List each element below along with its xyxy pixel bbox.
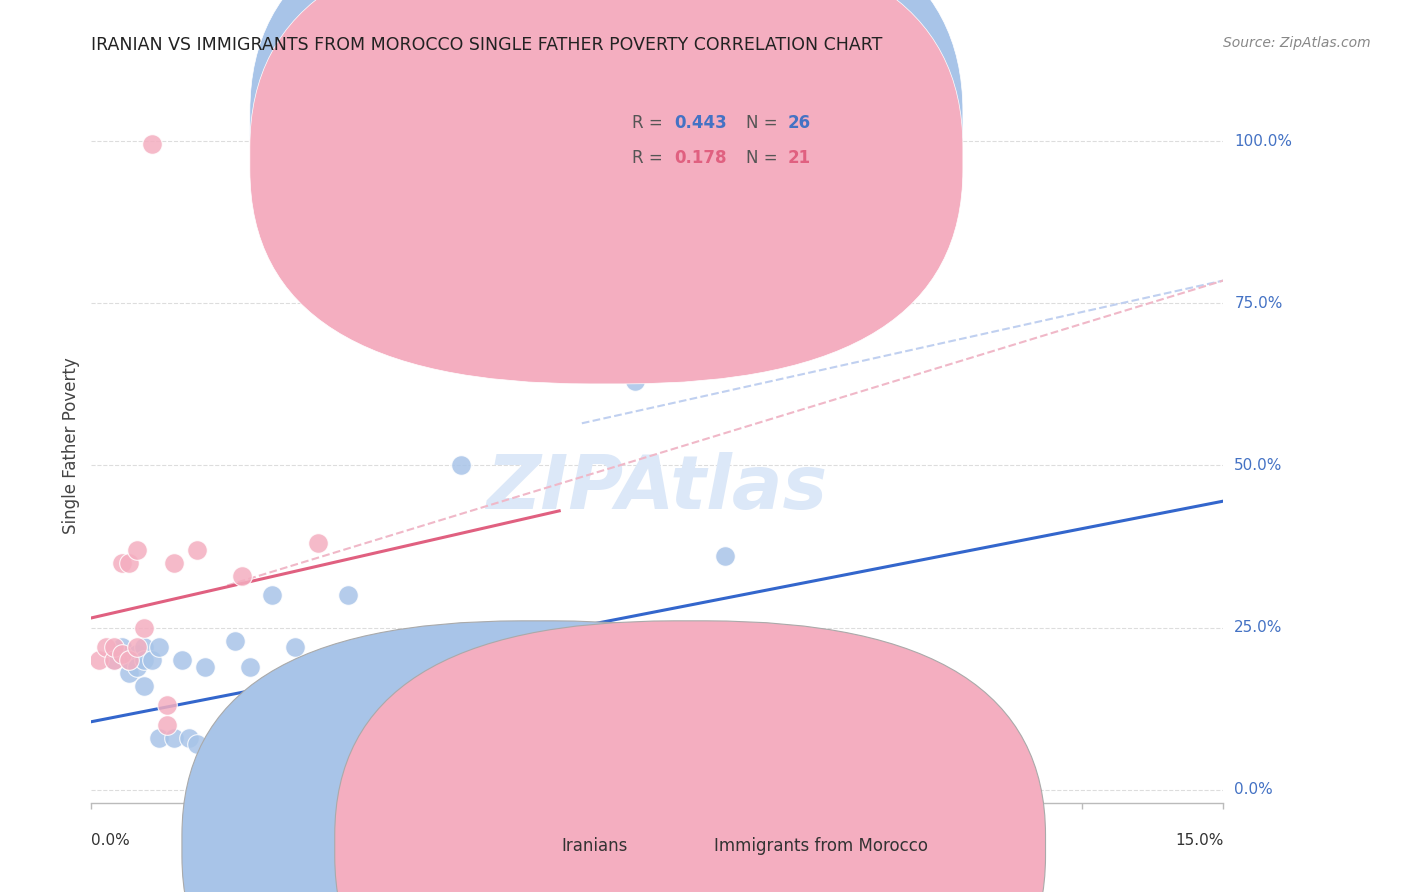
Point	[134, 640, 156, 654]
Text: R =: R =	[633, 150, 668, 168]
Point	[231, 568, 253, 582]
Text: Iranians: Iranians	[561, 837, 627, 855]
Point	[110, 640, 132, 654]
Point	[336, 588, 359, 602]
Text: 26: 26	[787, 114, 811, 132]
Point	[87, 653, 110, 667]
Point	[186, 738, 208, 752]
Point	[134, 653, 156, 667]
FancyBboxPatch shape	[567, 93, 883, 189]
Text: Immigrants from Morocco: Immigrants from Morocco	[714, 837, 928, 855]
Point	[224, 633, 246, 648]
Point	[141, 137, 163, 152]
Point	[910, 711, 932, 725]
Text: R =: R =	[633, 114, 668, 132]
Point	[443, 673, 465, 687]
FancyBboxPatch shape	[250, 0, 963, 384]
Point	[156, 718, 179, 732]
Point	[186, 542, 208, 557]
Point	[103, 640, 125, 654]
Point	[141, 653, 163, 667]
Point	[125, 647, 148, 661]
Point	[163, 556, 186, 570]
Text: IRANIAN VS IMMIGRANTS FROM MOROCCO SINGLE FATHER POVERTY CORRELATION CHART: IRANIAN VS IMMIGRANTS FROM MOROCCO SINGL…	[91, 36, 883, 54]
Point	[118, 556, 141, 570]
Text: ZIPAtlas: ZIPAtlas	[486, 452, 828, 525]
Point	[623, 374, 645, 388]
FancyBboxPatch shape	[181, 621, 893, 892]
Text: 100.0%: 100.0%	[1234, 134, 1292, 149]
Point	[179, 731, 201, 745]
Point	[193, 659, 217, 673]
Point	[262, 588, 284, 602]
Point	[163, 731, 186, 745]
Point	[443, 673, 465, 687]
Point	[96, 640, 118, 654]
Point	[110, 647, 132, 661]
Point	[125, 640, 148, 654]
Point	[156, 698, 179, 713]
Point	[103, 653, 125, 667]
Text: 0.443: 0.443	[675, 114, 727, 132]
Text: 25.0%: 25.0%	[1234, 620, 1282, 635]
Point	[714, 549, 737, 564]
Point	[239, 659, 262, 673]
FancyBboxPatch shape	[335, 621, 1046, 892]
Point	[284, 640, 307, 654]
Point	[134, 621, 156, 635]
Point	[495, 673, 517, 687]
Text: 0.0%: 0.0%	[1234, 782, 1272, 797]
Text: 15.0%: 15.0%	[1175, 833, 1223, 848]
Point	[125, 659, 148, 673]
Point	[125, 542, 148, 557]
Text: 0.178: 0.178	[675, 150, 727, 168]
Text: 75.0%: 75.0%	[1234, 296, 1282, 310]
Point	[103, 653, 125, 667]
Point	[118, 653, 141, 667]
Point	[148, 640, 170, 654]
Point	[148, 731, 170, 745]
Text: Source: ZipAtlas.com: Source: ZipAtlas.com	[1223, 36, 1371, 50]
Point	[307, 536, 329, 550]
Point	[134, 679, 156, 693]
Text: 21: 21	[787, 150, 811, 168]
Text: N =: N =	[745, 150, 783, 168]
Text: 0.0%: 0.0%	[91, 833, 131, 848]
Text: 50.0%: 50.0%	[1234, 458, 1282, 473]
Y-axis label: Single Father Poverty: Single Father Poverty	[62, 358, 80, 534]
Point	[110, 556, 132, 570]
Point	[118, 653, 141, 667]
Point	[170, 653, 193, 667]
Point	[450, 458, 472, 473]
FancyBboxPatch shape	[250, 0, 963, 348]
Text: N =: N =	[745, 114, 783, 132]
Point	[118, 666, 141, 681]
